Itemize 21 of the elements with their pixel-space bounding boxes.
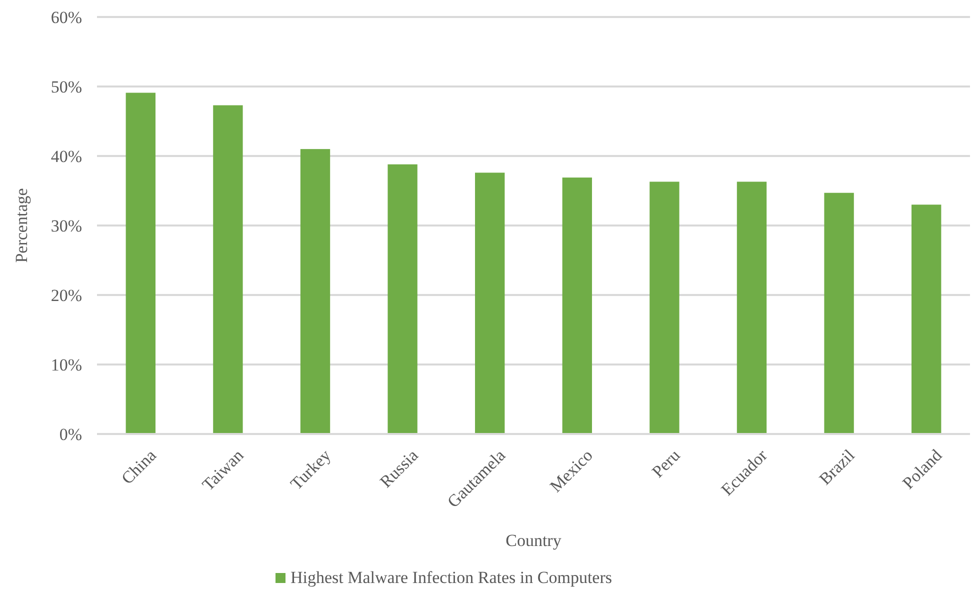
bar — [912, 204, 942, 434]
bar — [126, 92, 156, 434]
bar — [650, 182, 680, 434]
x-axis-title: Country — [506, 531, 562, 550]
y-tick-label: 0% — [59, 424, 82, 444]
y-tick-label: 10% — [50, 355, 82, 374]
bar — [300, 149, 330, 434]
y-tick-label: 50% — [50, 77, 82, 96]
bar — [213, 105, 243, 434]
bar — [388, 164, 418, 434]
y-tick-label: 40% — [50, 146, 82, 166]
y-tick-label: 20% — [50, 286, 82, 305]
y-tick-label: 30% — [50, 216, 82, 236]
y-axis-title: Percentage — [12, 188, 31, 263]
x-tick-label: Peru — [648, 445, 684, 482]
bar — [736, 182, 767, 434]
bar — [562, 178, 592, 434]
legend-label: Highest Malware Infection Rates in Computers — [290, 568, 612, 587]
y-tick-label: 60% — [50, 8, 82, 27]
bar — [475, 172, 505, 434]
bar — [824, 192, 854, 434]
